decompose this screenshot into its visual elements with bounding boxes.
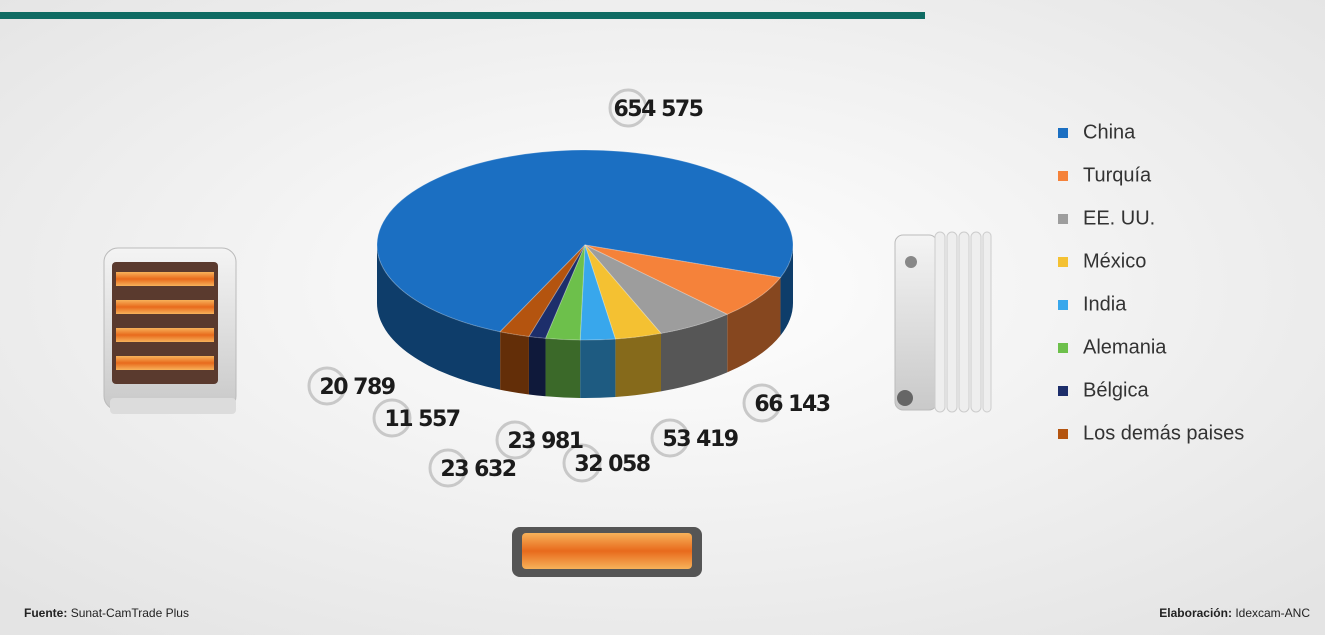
legend-swatch xyxy=(1058,128,1068,138)
legend-swatch xyxy=(1058,300,1068,310)
credit-text: Idexcam-ANC xyxy=(1235,606,1310,620)
legend-swatch xyxy=(1058,386,1068,396)
value-label: 66 143 xyxy=(754,392,829,417)
legend-label: EE. UU. xyxy=(1083,207,1155,229)
legend-swatch xyxy=(1058,214,1068,224)
page: {"chart_data": {"type": "pie", "categori… xyxy=(0,0,1325,635)
source-label: Fuente: xyxy=(24,606,67,620)
value-label: 23 632 xyxy=(440,457,515,482)
chart: 654 575 66 143 53 419 32 05823 981 23 632 11 … xyxy=(0,0,1325,635)
pie xyxy=(377,150,793,398)
slice-side xyxy=(615,333,661,397)
infrared-heater-icon xyxy=(512,527,702,577)
source-text: Sunat-CamTrade Plus xyxy=(71,606,189,620)
value-label: 654 575 xyxy=(613,97,702,122)
credit: Elaboración: Idexcam-ANC xyxy=(1159,606,1310,620)
legend-swatch xyxy=(1058,429,1068,439)
header-bar xyxy=(0,12,925,19)
legend-label: Turquía xyxy=(1083,164,1152,186)
heater-icon xyxy=(104,248,236,414)
legend-swatch xyxy=(1058,343,1068,353)
radiator-icon xyxy=(895,232,991,412)
slice-side xyxy=(580,339,615,398)
source: Fuente: Sunat-CamTrade Plus xyxy=(24,606,189,620)
credit-label: Elaboración: xyxy=(1159,606,1232,620)
legend-label: México xyxy=(1083,250,1146,272)
legend-label: Los demás paises xyxy=(1083,422,1244,444)
slice-side xyxy=(500,332,529,395)
value-label: 23 981 xyxy=(507,429,582,454)
value-label: 53 419 xyxy=(662,427,737,452)
legend-label: India xyxy=(1083,293,1127,315)
value-label: 32 058 xyxy=(574,452,649,477)
legend-label: Alemania xyxy=(1083,336,1167,358)
legend-swatch xyxy=(1058,171,1068,181)
value-label: 20 789 xyxy=(319,375,394,400)
slice-side xyxy=(529,336,546,396)
legend-label: China xyxy=(1083,121,1136,143)
legend-label: Bélgica xyxy=(1083,379,1149,401)
legend-swatch xyxy=(1058,257,1068,267)
value-label: 11 557 xyxy=(384,407,459,432)
slice-side xyxy=(546,338,581,398)
